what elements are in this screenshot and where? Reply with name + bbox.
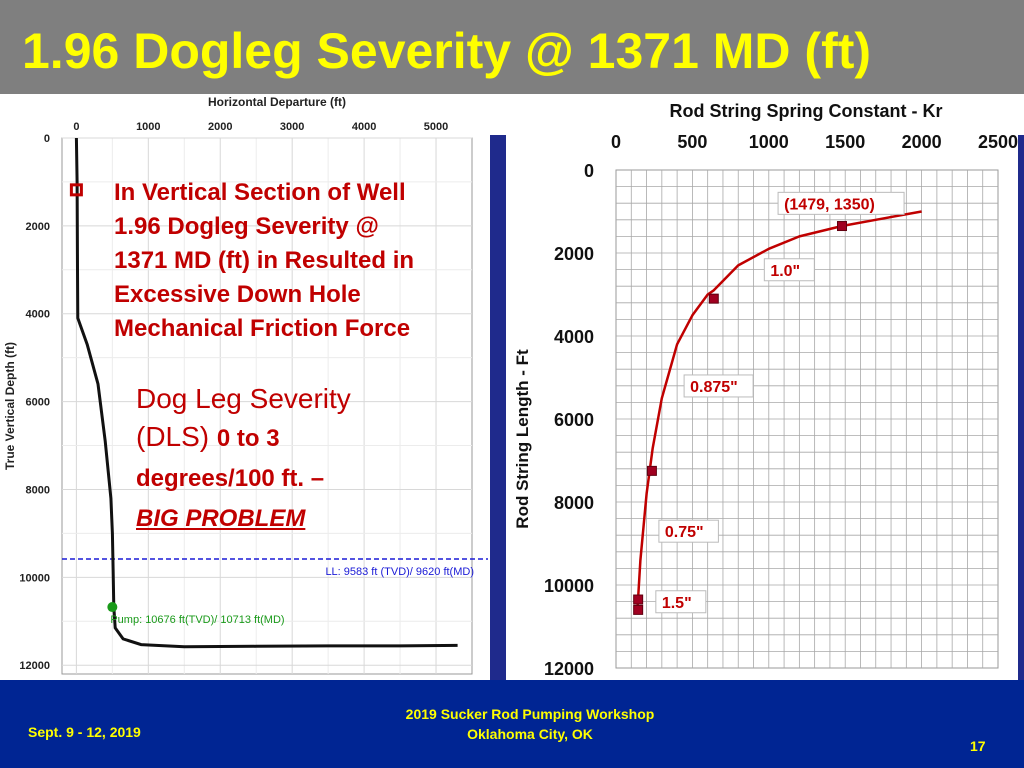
x-axis-title: Horizontal Departure (ft) bbox=[208, 95, 346, 109]
annotation-label: (1479, 1350) bbox=[784, 196, 875, 213]
x-tick-label: 1000 bbox=[136, 121, 160, 133]
y-tick-label: 0 bbox=[44, 133, 50, 145]
dls-line-2a: (DLS) bbox=[136, 421, 217, 452]
x-tick-label: 500 bbox=[677, 132, 707, 152]
slide-title: 1.96 Dogleg Severity @ 1371 MD (ft) bbox=[22, 23, 872, 79]
x-tick-label: 4000 bbox=[352, 121, 376, 133]
dogleg-callout: In Vertical Section of Well 1.96 Dogleg … bbox=[114, 176, 484, 346]
pump-marker bbox=[107, 602, 118, 613]
x-tick-label: 1500 bbox=[825, 132, 865, 152]
ll-label: LL: 9583 ft (TVD)/ 9620 ft(MD) bbox=[325, 566, 474, 578]
y-tick-label: 10000 bbox=[19, 572, 50, 584]
kr-curve bbox=[636, 210, 922, 610]
y-tick-label: 2000 bbox=[26, 221, 50, 233]
callout-line: Mechanical Friction Force bbox=[114, 315, 411, 342]
y-tick-label: 4000 bbox=[554, 327, 594, 347]
dls-line-2: (DLS) 0 to 3 bbox=[136, 418, 426, 458]
dls-line-1: Dog Leg Severity bbox=[136, 383, 351, 414]
data-point bbox=[646, 465, 657, 476]
y-tick-label: 4000 bbox=[26, 309, 50, 321]
x-tick-label: 0 bbox=[73, 121, 79, 133]
callout-line: 1371 MD (ft) in Resulted in bbox=[114, 247, 415, 274]
dls-line-4: BIG PROBLEM bbox=[136, 498, 426, 538]
big-problem: BIG PROBLEM bbox=[136, 505, 306, 532]
data-point bbox=[708, 293, 719, 304]
pump-label: Pump: 10676 ft(TVD)/ 10713 ft(MD) bbox=[110, 614, 284, 626]
data-point bbox=[836, 221, 847, 232]
callout-line: In Vertical Section of Well bbox=[114, 179, 406, 206]
y-tick-label: 12000 bbox=[19, 660, 50, 672]
x-tick-label: 0 bbox=[611, 132, 621, 152]
y-tick-label: 10000 bbox=[544, 576, 594, 596]
data-point bbox=[633, 604, 644, 615]
annotation-box bbox=[763, 258, 815, 282]
x-tick-label: 2500 bbox=[978, 132, 1018, 152]
dls-units: degrees/100 ft. – bbox=[136, 465, 325, 492]
y-tick-label: 12000 bbox=[544, 659, 594, 679]
y-tick-label: 8000 bbox=[26, 484, 50, 496]
callout-line: Excessive Down Hole bbox=[114, 281, 361, 308]
annotation-box bbox=[655, 590, 707, 614]
x-tick-label: 2000 bbox=[208, 121, 232, 133]
dls-note: Dog Leg Severity (DLS) 0 to 3 degrees/10… bbox=[136, 380, 426, 538]
footer-event: 2019 Sucker Rod Pumping Workshop Oklahom… bbox=[330, 704, 730, 744]
y-tick-label: 6000 bbox=[26, 397, 50, 409]
y-tick-label: 0 bbox=[584, 161, 594, 181]
title-bar bbox=[0, 0, 1024, 94]
x-tick-label: 3000 bbox=[280, 121, 304, 133]
footer: Sept. 9 - 12, 2019 2019 Sucker Rod Pumpi… bbox=[0, 680, 1024, 768]
annotation-box bbox=[777, 191, 905, 215]
plot-area bbox=[61, 137, 473, 675]
annotation-box bbox=[683, 374, 754, 398]
annotation-box bbox=[658, 519, 719, 543]
footer-date: Sept. 9 - 12, 2019 bbox=[28, 724, 141, 740]
annotation-label: 1.0" bbox=[770, 263, 800, 280]
spring-constant-chart: Rod String Spring Constant - Kr 0 500 1000 1… bbox=[506, 94, 1018, 680]
y-tick-label: 6000 bbox=[554, 410, 594, 430]
y-axis-title: True Vertical Depth (ft) bbox=[3, 342, 17, 470]
dls-range: 0 to 3 bbox=[216, 425, 280, 452]
annotation-label: 0.875" bbox=[690, 379, 738, 396]
footer-event-name: 2019 Sucker Rod Pumping Workshop bbox=[405, 706, 655, 722]
annotation-label: 1.5" bbox=[662, 595, 692, 612]
edge-strip bbox=[1018, 135, 1024, 680]
well-profile-chart: 0 1000 2000 3000 4000 5000 0 2000 4000 6000 8000 10… bbox=[0, 94, 490, 680]
footer-event-location: Oklahoma City, OK bbox=[467, 726, 593, 742]
divider-strip bbox=[490, 135, 506, 680]
callout-line: 1.96 Dogleg Severity @ bbox=[114, 213, 379, 240]
page-number: 17 bbox=[970, 738, 986, 754]
x-tick-label: 5000 bbox=[424, 121, 448, 133]
well-profile-svg: 0 1000 2000 3000 4000 5000 0 2000 4000 6000 8000 10… bbox=[3, 95, 488, 675]
chart-title: Rod String Spring Constant - Kr bbox=[670, 101, 943, 121]
annotation-label: 0.75" bbox=[665, 524, 704, 541]
well-path bbox=[74, 137, 458, 649]
dls-line-3: degrees/100 ft. – bbox=[136, 458, 426, 498]
x-tick-label: 2000 bbox=[902, 132, 942, 152]
y-axis-title: Rod String Length - Ft bbox=[513, 349, 532, 529]
y-tick-label: 2000 bbox=[554, 244, 594, 264]
spring-constant-svg: Rod String Spring Constant - Kr 0 500 1000 1… bbox=[513, 101, 1018, 679]
dogleg-marker bbox=[69, 183, 83, 197]
x-tick-label: 1000 bbox=[749, 132, 789, 152]
y-tick-label: 8000 bbox=[554, 493, 594, 513]
data-point bbox=[633, 594, 644, 605]
